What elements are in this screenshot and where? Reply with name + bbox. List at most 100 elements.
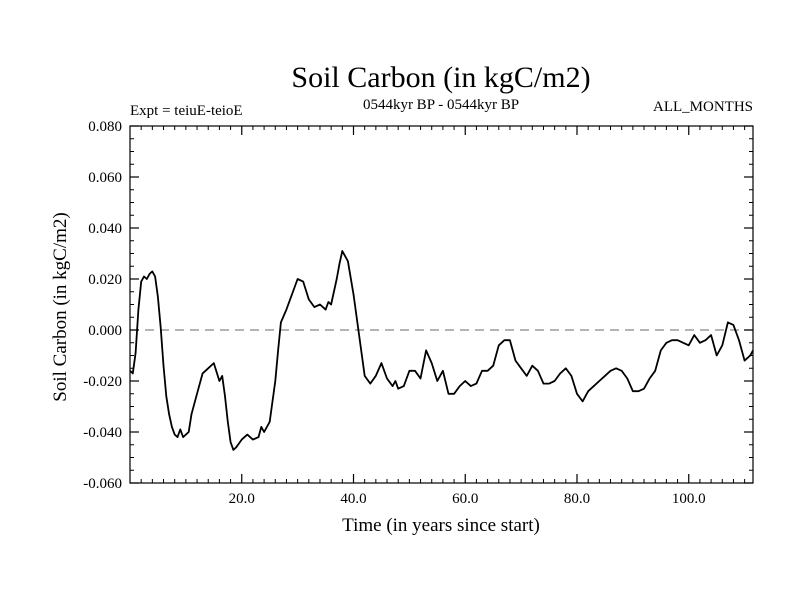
data-point: [632, 390, 634, 392]
data-point: [431, 362, 433, 364]
months-label: ALL_MONTHS: [653, 99, 753, 115]
data-point: [419, 377, 422, 380]
data-point: [160, 326, 162, 329]
chart-subtitle: 0544kyr BP - 0544kyr BP: [363, 97, 519, 113]
data-point: [699, 342, 701, 344]
data-point: [224, 395, 226, 397]
data-point: [732, 324, 735, 326]
data-point: [341, 250, 343, 252]
data-point: [174, 434, 176, 436]
y-tick-label: -0.040: [83, 425, 122, 441]
data-point: [325, 309, 327, 311]
experiment-label: Expt = teiuE-teioE: [130, 103, 243, 119]
y-tick-label: 0.080: [88, 119, 122, 135]
data-point: [447, 393, 450, 395]
data-point: [230, 441, 232, 443]
data-point: [470, 385, 472, 387]
data-point: [190, 413, 193, 415]
y-tick-label: 0.060: [88, 170, 122, 186]
data-point: [137, 309, 139, 311]
data-point: [565, 367, 567, 369]
y-tick-label: -0.020: [83, 374, 122, 390]
data-point: [671, 339, 673, 341]
data-point: [436, 380, 438, 382]
data-point: [593, 385, 595, 387]
data-point: [143, 275, 145, 278]
data-point: [509, 339, 511, 341]
data-point: [570, 375, 573, 377]
data-point: [559, 372, 561, 374]
data-point: [582, 400, 584, 402]
y-tick-label: 0.040: [88, 221, 122, 237]
data-point: [263, 431, 265, 433]
data-point: [598, 380, 600, 382]
data-point: [637, 390, 640, 392]
data-point: [338, 263, 341, 265]
data-point: [626, 377, 628, 380]
data-point: [744, 360, 746, 362]
data-point: [397, 388, 399, 390]
data-point: [319, 303, 321, 306]
data-point: [587, 390, 589, 392]
plot-area: [129, 125, 754, 484]
data-point: [336, 278, 338, 280]
data-point: [481, 370, 483, 372]
series-line-soil-carbon: [129, 250, 754, 451]
data-point: [459, 385, 461, 387]
data-point: [380, 362, 382, 364]
data-point: [202, 372, 204, 374]
x-tick-label: 20.0: [229, 491, 255, 507]
data-point: [171, 426, 173, 428]
data-point: [182, 436, 184, 438]
data-point: [660, 349, 662, 351]
x-tick-label: 100.0: [672, 491, 706, 507]
data-point: [394, 380, 396, 382]
data-point: [241, 439, 243, 441]
data-point: [280, 321, 282, 323]
data-point: [514, 360, 517, 362]
y-tick-label: -0.060: [83, 476, 122, 492]
data-point: [738, 339, 740, 341]
data-point: [386, 377, 388, 380]
data-point: [442, 370, 444, 372]
data-point: [364, 375, 366, 377]
data-point: [327, 301, 329, 303]
data-point: [520, 367, 522, 369]
x-axis-label: Time (in years since start): [342, 515, 540, 536]
data-point: [188, 431, 190, 433]
data-point: [665, 342, 668, 344]
data-point: [352, 293, 355, 295]
data-point: [358, 334, 360, 336]
data-point: [554, 380, 556, 382]
data-point: [232, 449, 234, 451]
data-point: [503, 339, 505, 341]
data-point: [548, 383, 550, 385]
data-point: [257, 436, 260, 438]
x-axis: 20.0 40.0 60.0 80.0 100.0: [140, 126, 746, 507]
data-point: [710, 334, 712, 336]
data-point: [654, 370, 656, 372]
x-tick-label: 40.0: [340, 491, 366, 507]
data-point: [135, 352, 137, 354]
data-point: [291, 293, 293, 295]
data-point: [375, 375, 377, 377]
data-point: [392, 385, 394, 387]
data-point: [285, 309, 287, 311]
data-point: [408, 370, 410, 372]
data-point: [162, 365, 165, 367]
data-point: [643, 388, 645, 390]
data-point: [274, 380, 276, 382]
data-point: [414, 370, 416, 372]
data-point: [227, 421, 229, 423]
data-point: [185, 434, 187, 436]
y-tick-label: 0.020: [88, 272, 122, 288]
data-point: [146, 278, 148, 280]
data-point: [165, 395, 167, 397]
data-point: [132, 372, 134, 374]
data-point: [492, 365, 494, 367]
data-point: [537, 370, 539, 372]
data-point: [140, 281, 142, 283]
data-point: [313, 306, 315, 308]
y-axis-label: Soil Carbon (in kgC/m2): [50, 212, 71, 401]
data-point: [154, 275, 156, 278]
